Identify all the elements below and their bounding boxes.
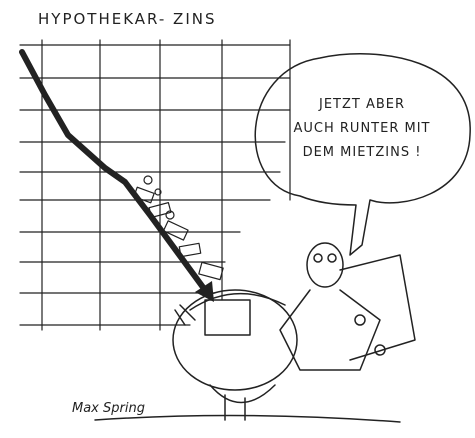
signature: Max Spring [72, 401, 145, 416]
speech-line: JETZT ABER [318, 97, 405, 112]
title: HYPOTHEKAR- ZINS [38, 10, 216, 28]
cartoon: HYPOTHEKAR- ZINS JETZT ABER AUCH RUNTER … [0, 0, 475, 438]
speech-line: AUCH RUNTER MIT [294, 121, 431, 136]
speech-line: DEM MIETZINS ! [303, 145, 422, 160]
background [0, 0, 475, 438]
